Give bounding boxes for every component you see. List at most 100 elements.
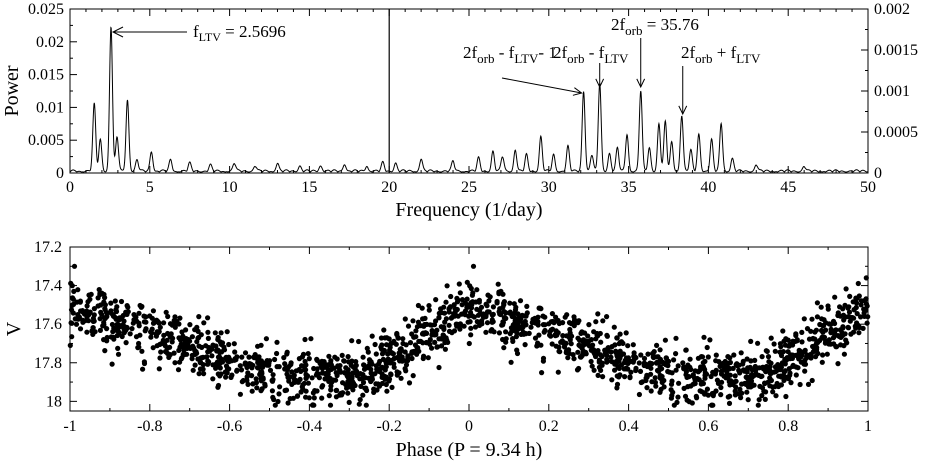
lightcurve-point [451,328,458,334]
lightcurve-point [421,353,427,359]
lightcurve-point [429,332,435,338]
lightcurve-point [855,280,861,287]
lightcurve-point [854,311,860,317]
lightcurve-point [237,363,243,369]
lightcurve-point [790,362,796,368]
lightcurve-point [501,300,507,306]
lightcurve-point [547,329,553,335]
lightcurve-point [357,397,363,403]
lightcurve-point [178,341,184,347]
lightcurve-point [745,397,751,403]
lightcurve-point [702,375,708,381]
lightcurve-point [155,319,161,325]
lightcurve-point [671,402,677,408]
lightcurve-point [772,364,779,370]
x-tick-label: 0 [66,179,74,196]
lightcurve-point [97,327,103,333]
lightcurve-point [783,393,789,400]
lightcurve-point [418,323,424,329]
lightcurve-point [157,324,163,330]
lightcurve-point [627,375,633,381]
lightcurve-point [673,351,679,357]
lightcurve-point [155,330,161,336]
lightcurve-point [778,349,784,355]
lightcurve-point [345,390,351,396]
lightcurve-point [796,352,802,358]
lightcurve-point [600,374,606,380]
lightcurve-point [70,302,76,308]
lightcurve-point [835,310,841,316]
lightcurve-point [573,318,579,324]
annotation-text: = 35.76 [643,15,699,34]
lightcurve-point [737,370,743,376]
annotation-text: 2f [553,43,568,62]
annotation-ltv-arrowhead [111,26,124,38]
lightcurve-point [850,299,856,305]
lightcurve-point [218,330,224,336]
lightcurve-point [668,395,675,401]
lightcurve-point [352,366,358,372]
annotation-subscript: LTV [514,51,539,66]
lightcurve-point [604,333,611,339]
lightcurve-point [474,319,480,325]
lightcurve-point [310,390,316,396]
lightcurve-point [381,327,387,333]
annotation-a4-label: 2forb + fLTV [681,43,761,66]
lightcurve-point [770,389,776,395]
lightcurve-point [522,342,528,348]
lightcurve-point [163,309,169,315]
lightcurve-point [801,361,807,367]
lightcurve-point [700,360,706,366]
lightcurve-point [272,356,278,363]
lightcurve-point [338,390,344,396]
lightcurve-point [84,329,90,335]
lightcurve-point [615,356,622,362]
lightcurve-point [657,347,663,353]
lightcurve-point [442,319,448,325]
lightcurve-point [704,344,710,351]
lightcurve-point [472,324,479,330]
annotation-a4-arrow-head [678,105,688,116]
lightcurve-point [517,298,524,304]
lightcurve-point [536,332,542,338]
lightcurve-point [345,354,351,360]
lightcurve-point [168,334,174,340]
lightcurve-point [615,364,621,370]
lightcurve-point [821,317,827,323]
lightcurve-point [156,366,162,372]
lightcurve-point [322,376,328,382]
lightcurve-point [433,297,439,303]
lightcurve-point [196,314,202,320]
lightcurve-point [567,326,573,333]
lightcurve-point [237,391,243,397]
lightcurve-point [326,353,332,359]
lightcurve-point [141,359,147,365]
lightcurve-point [760,366,767,372]
x-tick-label: 15 [301,179,317,196]
lightcurve-point [165,313,171,320]
lightcurve-point [708,373,714,380]
lightcurve-point [842,302,848,308]
lightcurve-point [140,366,146,372]
lightcurve-point [638,379,644,386]
lightcurve-point [411,334,417,340]
lightcurve-point [683,366,689,373]
lightcurve-point [474,287,480,293]
lightcurve-point [91,306,97,312]
annotation-a1-label: 2forb - fLTV- 1 [463,43,557,66]
lightcurve-point [246,354,252,360]
lightcurve-point [604,359,610,365]
periodogram-series-right [389,83,868,173]
lightcurve-point [726,379,732,385]
lightcurve-point [497,311,503,317]
lightcurve-point [353,359,359,365]
lightcurve-point [467,319,473,325]
lightcurve-point [501,345,507,351]
lightcurve-point [819,334,825,340]
lightcurve-point [169,339,175,345]
lightcurve-point [484,320,491,326]
lightcurve-point [305,351,311,357]
lightcurve-point [788,380,794,386]
lightcurve-point [781,369,787,375]
